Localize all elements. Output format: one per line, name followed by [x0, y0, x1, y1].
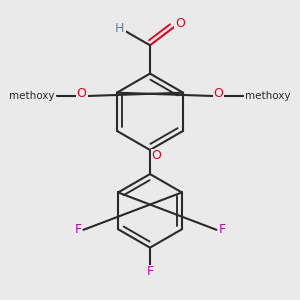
Text: F: F [146, 265, 154, 278]
Text: methoxy: methoxy [9, 91, 55, 101]
Text: H: H [115, 22, 124, 35]
Text: methoxy: methoxy [52, 96, 58, 97]
Text: O: O [152, 149, 161, 162]
Text: methoxy: methoxy [50, 95, 56, 97]
Text: O: O [76, 87, 86, 100]
Text: methoxy: methoxy [245, 91, 291, 101]
Text: O: O [175, 18, 185, 31]
Text: methoxy: methoxy [50, 96, 56, 97]
Text: methoxy: methoxy [50, 96, 56, 97]
Text: methoxy: methoxy [51, 96, 57, 97]
Text: O: O [214, 87, 224, 100]
Text: F: F [219, 223, 226, 236]
Text: O: O [77, 86, 87, 99]
Text: F: F [74, 223, 81, 236]
Text: O: O [175, 17, 185, 30]
Text: H: H [116, 23, 125, 36]
